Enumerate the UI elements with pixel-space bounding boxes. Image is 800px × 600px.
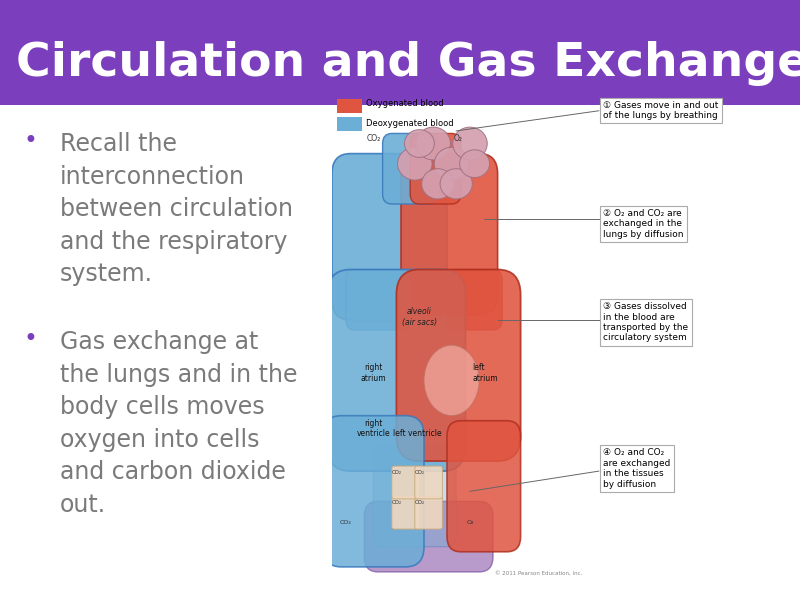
Ellipse shape [398,147,432,180]
FancyBboxPatch shape [392,466,419,499]
Ellipse shape [440,169,472,199]
Ellipse shape [460,150,490,178]
Bar [0,0,800,105]
Ellipse shape [416,127,450,160]
Ellipse shape [434,147,469,180]
Text: Gas exchange at
the lungs and in the
body cells moves
oxygen into cells
and carb: Gas exchange at the lungs and in the bod… [60,330,298,517]
Text: right
atrium: right atrium [361,363,386,383]
Text: O₂: O₂ [466,520,474,525]
FancyBboxPatch shape [382,133,438,204]
Bar [337,99,362,113]
FancyBboxPatch shape [415,466,442,499]
FancyBboxPatch shape [447,421,521,552]
Text: ② O₂ and CO₂ are
exchanged in the
lungs by diffusion: ② O₂ and CO₂ are exchanged in the lungs … [603,209,684,239]
FancyBboxPatch shape [392,496,419,529]
Text: CO₂: CO₂ [391,500,402,505]
Text: Recall the
interconnection
between circulation
and the respiratory
system.: Recall the interconnection between circu… [60,132,293,286]
FancyBboxPatch shape [327,269,466,471]
FancyBboxPatch shape [374,446,456,547]
Ellipse shape [453,127,487,160]
Text: right
ventricle: right ventricle [357,419,390,438]
FancyBboxPatch shape [447,269,502,330]
Text: left
atrium: left atrium [472,363,498,383]
Text: Deoxygenated blood: Deoxygenated blood [366,119,454,128]
FancyBboxPatch shape [397,269,521,461]
FancyBboxPatch shape [364,502,493,572]
FancyBboxPatch shape [332,154,447,320]
Text: alveoli
(air sacs): alveoli (air sacs) [402,307,437,327]
Text: ③ Gases dissolved
in the blood are
transported by the
circulatory system: ③ Gases dissolved in the blood are trans… [603,302,689,343]
Text: O₂: O₂ [454,134,463,143]
Text: CO₂: CO₂ [340,520,352,525]
Text: CO₂: CO₂ [414,470,425,475]
Bar [337,117,362,131]
Text: •: • [23,129,38,153]
Text: © 2011 Pearson Education, Inc.: © 2011 Pearson Education, Inc. [495,571,582,576]
Text: CO₂: CO₂ [391,470,402,475]
FancyBboxPatch shape [323,416,424,567]
Ellipse shape [405,130,434,157]
Text: Circulation and Gas Exchange: Circulation and Gas Exchange [16,40,800,85]
Text: left ventricle: left ventricle [393,429,442,438]
FancyBboxPatch shape [401,154,498,315]
Ellipse shape [424,345,479,416]
Text: CO₂: CO₂ [366,134,381,143]
FancyBboxPatch shape [410,133,461,204]
Text: Oxygenated blood: Oxygenated blood [366,98,444,108]
Text: ④ O₂ and CO₂
are exchanged
in the tissues
by diffusion: ④ O₂ and CO₂ are exchanged in the tissue… [603,448,670,488]
FancyBboxPatch shape [415,496,442,529]
Text: CO₂: CO₂ [414,500,425,505]
Ellipse shape [422,169,454,199]
FancyBboxPatch shape [346,269,410,330]
Text: •: • [23,327,38,351]
Text: ① Gases move in and out
of the lungs by breathing: ① Gases move in and out of the lungs by … [603,101,718,120]
